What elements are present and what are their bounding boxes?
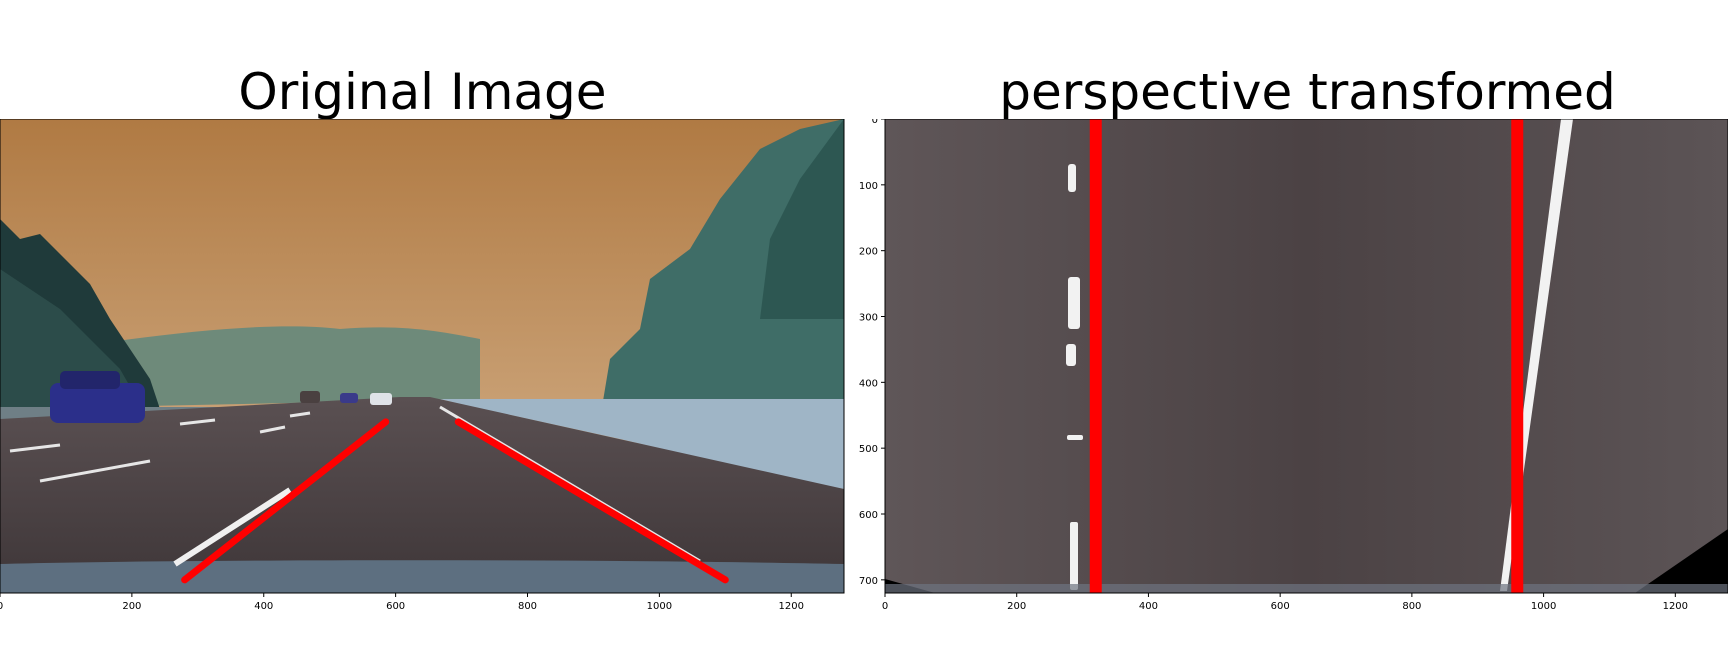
x-tick-label: 0	[882, 601, 888, 609]
x-tick-label: 200	[1007, 601, 1026, 609]
x-tick-label: 0	[0, 601, 3, 609]
y-tick-label: 0	[872, 119, 878, 126]
perspective-transformed-image	[885, 119, 1728, 593]
y-tick-label: 700	[859, 576, 878, 587]
y-tick-label: 300	[859, 313, 878, 324]
original-lane-lines	[181, 418, 729, 584]
x-tick-label: 800	[1402, 601, 1421, 609]
x-tick-label: 1200	[1663, 601, 1688, 609]
axes-frame	[884, 119, 1728, 594]
x-tick-label: 400	[254, 601, 273, 609]
lane-line-1	[181, 418, 390, 584]
y-tick-label: 400	[859, 378, 878, 389]
original-image-panel: 0 200 400 600 800 1000 1200	[0, 119, 845, 609]
x-tick-label: 600	[386, 601, 405, 609]
axes-frame	[0, 119, 845, 594]
x-tick-label: 1200	[779, 601, 804, 609]
x-tick-label: 1000	[647, 601, 672, 609]
y-tick-label: 500	[859, 444, 878, 455]
original-x-axis: 0 200 400 600 800 1000 1200	[0, 593, 804, 609]
original-image-title: Original Image	[238, 63, 607, 121]
transformed-y-axis: 0 100 200 300 400 500 600 700	[859, 119, 885, 587]
x-tick-label: 800	[518, 601, 537, 609]
y-tick-label: 100	[859, 181, 878, 192]
x-tick-label: 400	[1139, 601, 1158, 609]
lane-line-2	[454, 418, 729, 584]
y-tick-label: 200	[859, 247, 878, 258]
transformed-x-axis: 0 200 400 600 800 1000 1200	[882, 593, 1688, 609]
perspective-transformed-title: perspective transformed	[999, 63, 1616, 121]
transformed-lane-lines	[1089, 119, 1524, 593]
x-tick-label: 200	[122, 601, 141, 609]
original-image	[0, 119, 844, 593]
x-tick-label: 1000	[1531, 601, 1556, 609]
perspective-transformed-panel: 0 200 400 600 800 1000 1200 0 100 200 300 400 500 60…	[859, 119, 1728, 609]
x-tick-label: 600	[1271, 601, 1290, 609]
y-tick-label: 600	[859, 510, 878, 521]
